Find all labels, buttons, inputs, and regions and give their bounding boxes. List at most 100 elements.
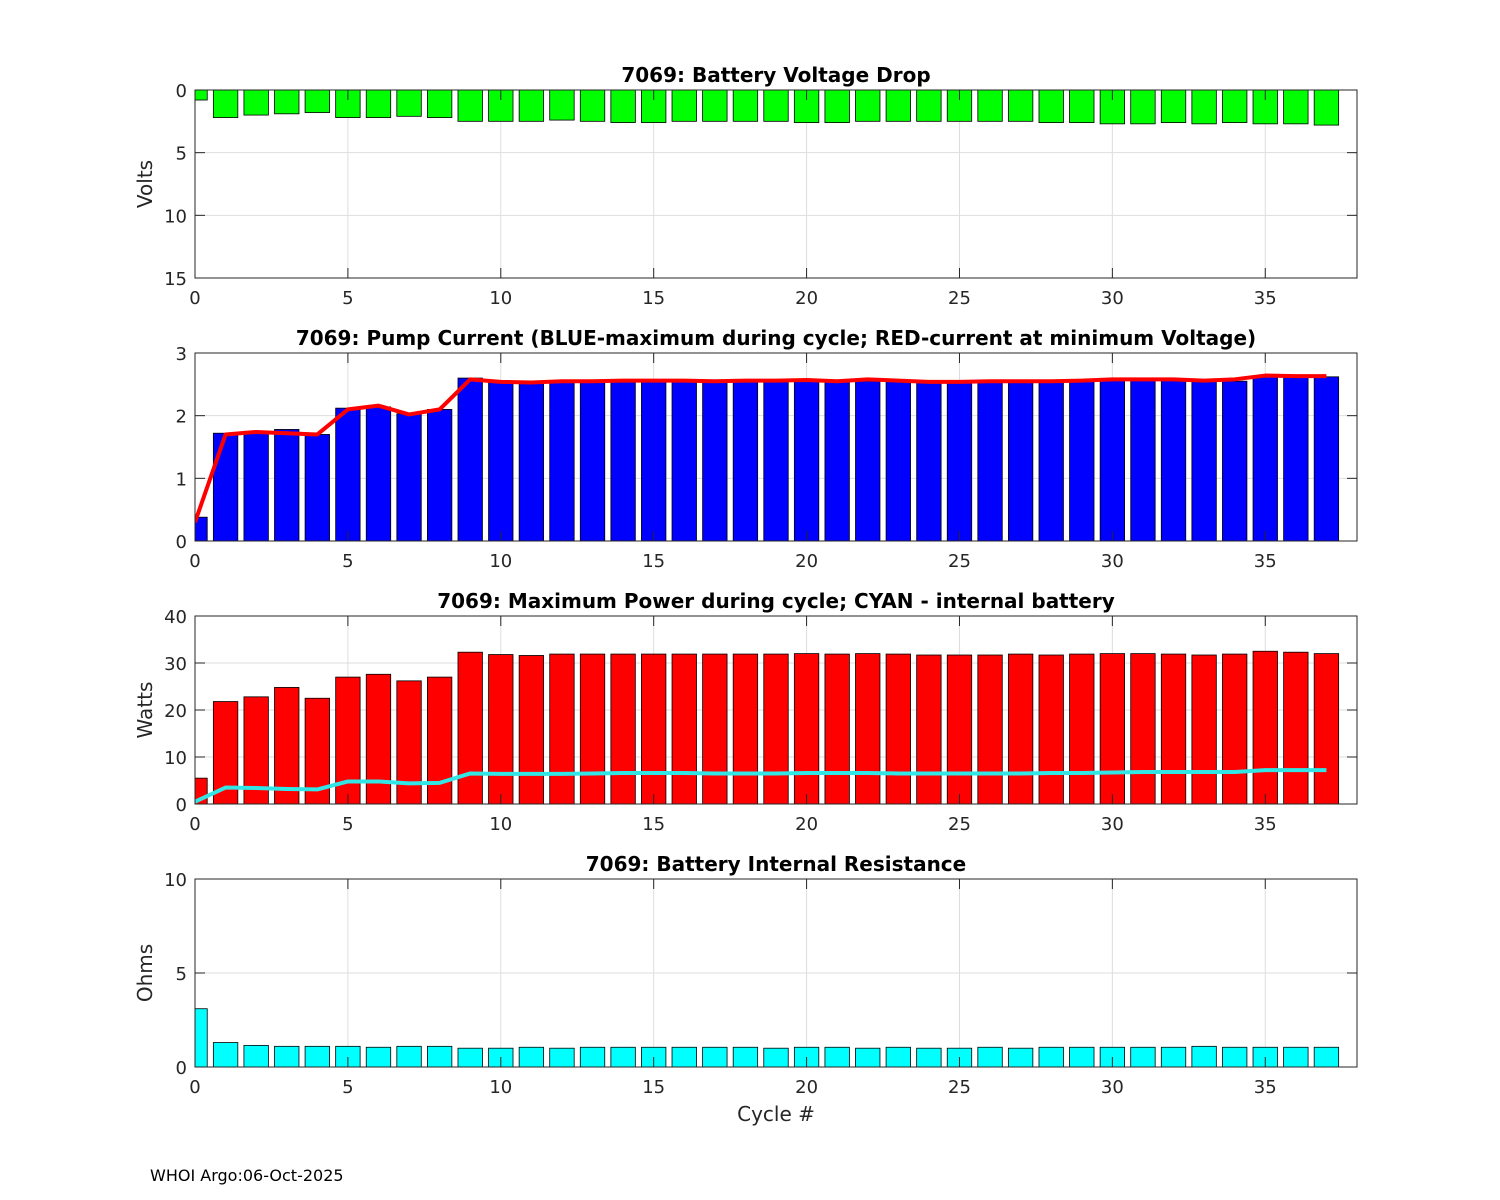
x-tick-label: 10: [489, 814, 512, 835]
bar-cycle-37: [1313, 653, 1340, 804]
x-tick-label: 20: [795, 814, 818, 835]
x-tick-label: 0: [189, 1077, 200, 1098]
bar-cycle-4: [304, 90, 330, 113]
bar-cycle-0: [195, 516, 208, 541]
bar-cycle-6: [365, 90, 392, 118]
y-tick-label: 3: [176, 344, 187, 365]
bar-cycle-19: [763, 1047, 789, 1067]
bar-cycle-30: [1099, 378, 1125, 541]
bar-cycle-3: [274, 1045, 300, 1067]
x-tick-label: 20: [795, 288, 818, 309]
bar-cycle-27: [1008, 380, 1034, 541]
bar-cycle-32: [1160, 1046, 1187, 1067]
bar-cycle-13: [579, 653, 606, 804]
axes-box: [194, 89, 1358, 279]
bar-cycle-17: [702, 380, 728, 541]
y-tick-label: 5: [176, 144, 187, 165]
bar-cycle-11: [518, 655, 544, 804]
bar-cycle-2: [243, 430, 269, 541]
bar-cycle-26: [977, 1046, 1003, 1067]
bar-cycle-19: [763, 653, 789, 804]
chart-title: 7069: Battery Internal Resistance: [586, 852, 966, 876]
bar-cycle-26: [977, 654, 1003, 804]
x-tick-label: 5: [342, 1077, 353, 1098]
y-tick-label: 0: [176, 795, 187, 816]
bar-cycle-24: [916, 90, 942, 122]
y-tick-label: 10: [164, 748, 187, 769]
bar-cycle-32: [1160, 653, 1187, 804]
bar-cycle-21: [824, 380, 850, 541]
bar-cycle-33: [1191, 654, 1217, 804]
x-tick-label: 25: [948, 551, 971, 572]
x-axis-label: Cycle #: [737, 1102, 815, 1126]
bar-cycle-1: [212, 432, 239, 541]
bar-cycle-16: [671, 653, 697, 804]
bar-cycle-22: [855, 90, 881, 122]
bars-group: [195, 650, 1340, 804]
bar-cycle-18: [732, 653, 759, 804]
x-tick-label: 0: [189, 814, 200, 835]
bar-cycle-18: [732, 1046, 759, 1067]
bar-cycle-24: [916, 380, 942, 541]
bar-cycle-0: [195, 1008, 208, 1067]
y-tick-label: 30: [164, 654, 187, 675]
bar-cycle-1: [212, 90, 239, 118]
bar-cycle-14: [610, 90, 636, 123]
x-tick-label: 30: [1101, 288, 1124, 309]
bar-cycle-34: [1222, 1046, 1248, 1067]
x-tick-label: 25: [948, 1077, 971, 1098]
bar-cycle-13: [579, 1046, 606, 1067]
bar-cycle-7: [396, 680, 422, 804]
bar-cycle-14: [610, 380, 636, 541]
x-tick-label: 10: [489, 288, 512, 309]
x-tick-label: 25: [948, 814, 971, 835]
bar-cycle-6: [365, 673, 392, 804]
bar-cycle-31: [1130, 653, 1156, 804]
bars-group: [195, 90, 1340, 126]
bar-cycle-35: [1252, 376, 1278, 541]
bar-cycle-25: [946, 654, 973, 804]
bar-cycle-36: [1283, 1046, 1309, 1067]
bar-cycle-12: [549, 1047, 575, 1067]
bar-cycle-28: [1038, 1046, 1064, 1067]
bar-cycle-31: [1130, 378, 1156, 541]
x-tick-label: 30: [1101, 1077, 1124, 1098]
bar-cycle-8: [426, 408, 453, 541]
bar-cycle-33: [1191, 1045, 1217, 1067]
bar-cycle-21: [824, 653, 850, 804]
y-tick-label: 5: [176, 964, 187, 985]
bar-cycle-9: [457, 90, 483, 122]
x-tick-label: 15: [642, 551, 665, 572]
bar-cycle-32: [1160, 90, 1187, 123]
x-tick-label: 15: [642, 288, 665, 309]
bar-cycle-0: [195, 90, 208, 101]
bar-cycle-22: [855, 653, 881, 804]
bar-cycle-27: [1008, 653, 1034, 804]
chart-title: 7069: Pump Current (BLUE-maximum during …: [296, 326, 1256, 350]
bar-cycle-24: [916, 1047, 942, 1067]
bar-cycle-17: [702, 1046, 728, 1067]
y-tick-label: 10: [164, 206, 187, 227]
bar-cycle-12: [549, 380, 575, 541]
bar-cycle-6: [365, 406, 392, 541]
chart-panel-1: 0 5 10 15 20 25 30 35 0 5 10 15 7069: Battery Voltag…: [133, 63, 1358, 309]
bar-cycle-10: [488, 380, 514, 541]
x-tick-label: 35: [1254, 814, 1277, 835]
bar-cycle-20: [793, 380, 820, 541]
chart-panel-2: 0 5 10 15 20 25 30 35 0 1 2 3 7069: Pump Current (BL…: [176, 326, 1358, 572]
x-tick-label: 10: [489, 1077, 512, 1098]
bar-cycle-13: [579, 90, 606, 122]
bar-cycle-11: [518, 1046, 544, 1067]
bar-cycle-16: [671, 380, 697, 541]
bar-cycle-31: [1130, 90, 1156, 125]
bar-cycle-11: [518, 90, 544, 122]
bar-cycle-29: [1069, 90, 1095, 123]
bar-cycle-5: [335, 407, 361, 541]
series-line-1: [195, 373, 1327, 523]
y-tick-label: 10: [164, 870, 187, 891]
x-tick-label: 20: [795, 1077, 818, 1098]
bar-cycle-26: [977, 90, 1003, 122]
bar-cycle-34: [1222, 380, 1248, 541]
bar-cycle-2: [243, 1044, 269, 1067]
bars-group: [195, 1008, 1340, 1067]
